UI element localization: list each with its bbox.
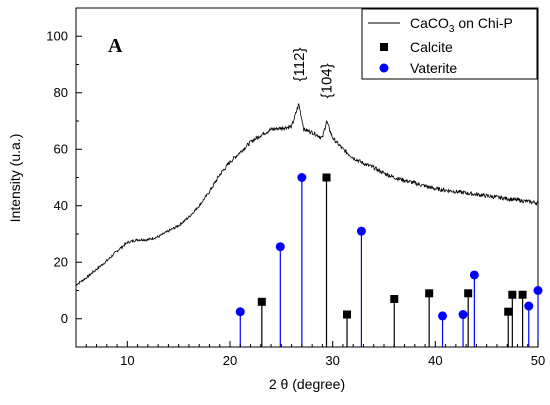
peak-annotation: {112}: [291, 48, 308, 82]
vaterite-marker: [297, 173, 307, 182]
y-tick-label: 40: [54, 198, 68, 213]
calcite-marker: [257, 297, 266, 306]
x-axis-title: 2 θ (degree): [269, 376, 345, 392]
y-axis-title: Intensity (u.a.): [7, 134, 23, 223]
peak-annotation: {104}: [319, 63, 336, 98]
x-tick-label: 10: [120, 353, 134, 368]
vaterite-marker: [524, 301, 534, 311]
y-tick-label: 60: [54, 141, 68, 156]
vaterite-marker: [235, 307, 245, 317]
legend-box: [361, 8, 538, 80]
y-axis-ticks: 0 20 40 60 80 100: [46, 7, 82, 348]
legend-label-vaterite: Vaterite: [410, 60, 457, 76]
legend-curve-sub: 3: [449, 24, 455, 35]
peak-annotations: {112} {104}: [291, 48, 336, 99]
x-tick-label: 20: [223, 353, 237, 368]
stems-layer: [239, 177, 539, 347]
calcite-marker: [518, 290, 527, 299]
legend-label-curve: CaCO3 on Chi-P: [410, 15, 513, 35]
curve-layer: [75, 102, 539, 286]
markers-layer: [235, 173, 543, 321]
vaterite-marker: [469, 270, 479, 280]
calcite-marker: [322, 173, 331, 182]
calcite-marker: [425, 289, 434, 298]
legend-calcite-swatch: [380, 43, 388, 51]
calcite-marker: [504, 307, 513, 316]
calcite-marker: [464, 289, 473, 298]
y-tick-label: 100: [46, 28, 68, 43]
vaterite-marker: [533, 286, 543, 295]
x-tick-label: 40: [428, 353, 442, 368]
calcite-marker: [508, 290, 517, 299]
y-tick-label: 20: [54, 254, 68, 269]
calcite-marker: [343, 310, 352, 319]
x-tick-label: 30: [325, 353, 339, 368]
calcite-marker: [390, 294, 399, 303]
vaterite-marker: [275, 242, 285, 252]
x-tick-label: 50: [531, 353, 545, 368]
legend-curve-main: CaCO: [410, 15, 449, 31]
legend-label-calcite: Calcite: [410, 39, 453, 55]
legend-curve-rest: on Chi-P: [454, 15, 512, 31]
legend-vaterite-swatch: [379, 63, 389, 73]
vaterite-marker: [458, 310, 468, 320]
vaterite-marker: [438, 311, 448, 321]
legend: CaCO3 on Chi-P Calcite Vaterite: [361, 8, 538, 80]
panel-label: A: [108, 35, 123, 57]
y-tick-label: 80: [54, 85, 68, 100]
x-axis-ticks: 10 20 30 40 50: [75, 341, 545, 368]
series-line-curve: [75, 102, 539, 286]
vaterite-marker: [356, 226, 366, 236]
y-tick-label: 0: [61, 311, 68, 326]
